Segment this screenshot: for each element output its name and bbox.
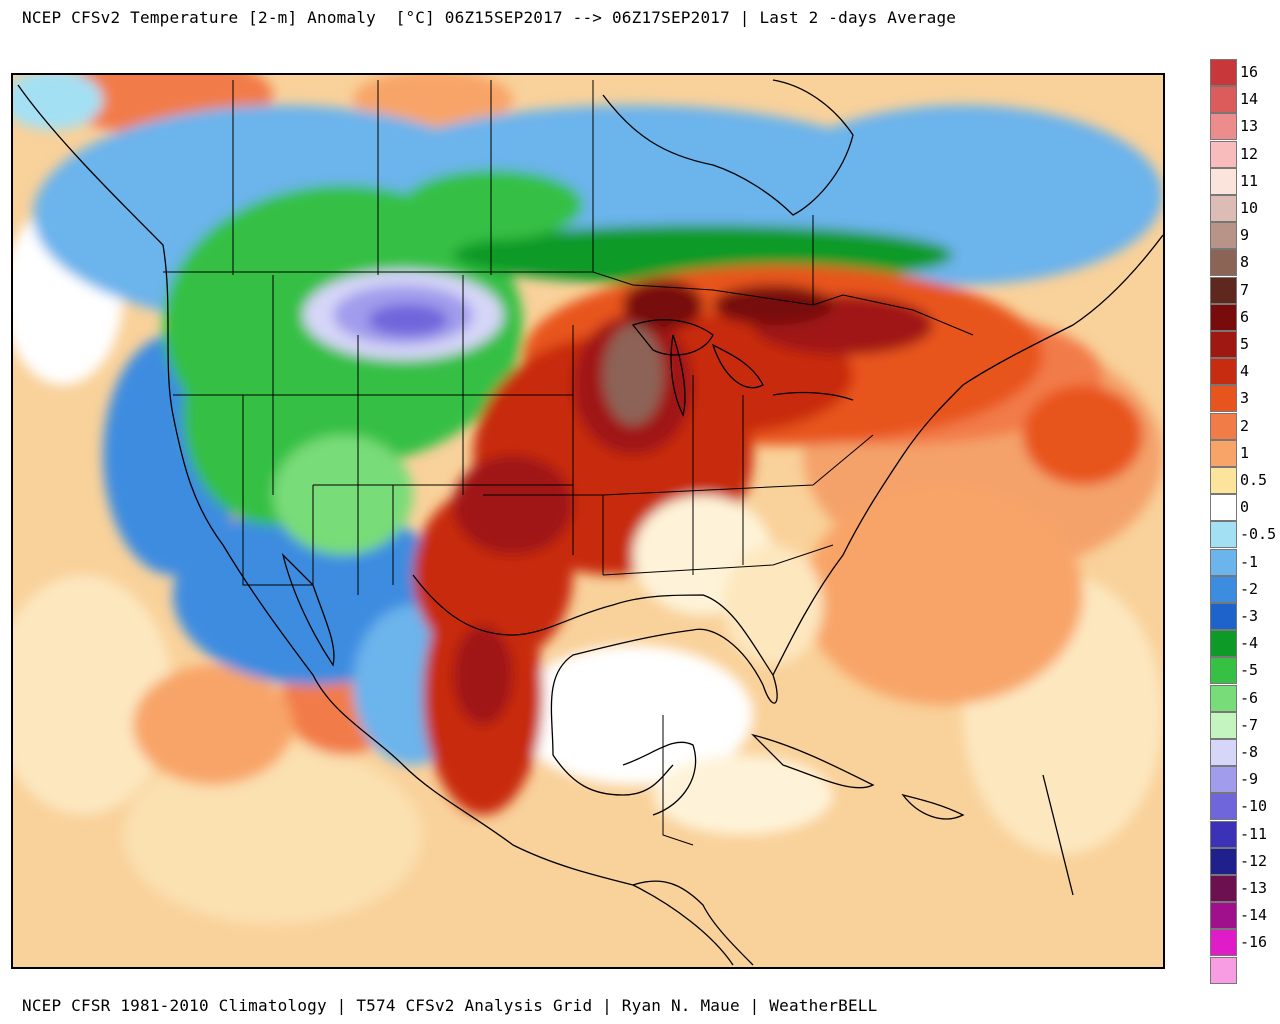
legend-swatch <box>1210 59 1237 86</box>
legend-label: -11 <box>1240 825 1268 843</box>
legend-label: -2 <box>1240 580 1259 598</box>
legend-label: -6 <box>1240 689 1259 707</box>
legend-label: -1 <box>1240 553 1259 571</box>
legend-label: -5 <box>1240 661 1259 679</box>
political-borders <box>163 80 974 846</box>
legend-label: -14 <box>1240 906 1268 924</box>
legend-label: -8 <box>1240 743 1259 761</box>
legend-label: 12 <box>1240 145 1259 163</box>
legend-swatch <box>1210 603 1237 630</box>
legend-swatch <box>1210 657 1237 684</box>
legend-label: -12 <box>1240 852 1268 870</box>
legend-label: -16 <box>1240 933 1268 951</box>
legend-swatch <box>1210 630 1237 657</box>
legend-swatch <box>1210 739 1237 766</box>
legend-swatch <box>1210 331 1237 358</box>
legend-swatch <box>1210 277 1237 304</box>
legend-label: 8 <box>1240 253 1250 271</box>
legend-swatch <box>1210 957 1237 984</box>
legend-label: -4 <box>1240 634 1259 652</box>
legend-swatch <box>1210 358 1237 385</box>
legend-label: 7 <box>1240 281 1250 299</box>
legend-swatch <box>1210 304 1237 331</box>
legend-label: 13 <box>1240 117 1259 135</box>
legend-label: -3 <box>1240 607 1259 625</box>
legend-swatch <box>1210 821 1237 848</box>
legend-swatch <box>1210 385 1237 412</box>
legend-label: -0.5 <box>1240 525 1277 543</box>
color-scale-legend: 16 14 13 12 11 10 9 8 7 6 5 4 3 2 1 0.5 0 -0.5 -1 -2 -3 -4 -5 -… <box>1210 59 1280 984</box>
legend-swatch <box>1210 576 1237 603</box>
legend-swatch <box>1210 494 1237 521</box>
legend-swatch <box>1210 929 1237 956</box>
map-title: NCEP CFSv2 Temperature [2-m] Anomaly [°C… <box>22 8 957 27</box>
anomaly-map-canvas <box>13 75 1163 967</box>
legend-swatch <box>1210 168 1237 195</box>
legend-label: 3 <box>1240 389 1250 407</box>
legend-label: -9 <box>1240 770 1259 788</box>
legend-label: 6 <box>1240 308 1250 326</box>
legend-swatch <box>1210 875 1237 902</box>
legend-swatch <box>1210 195 1237 222</box>
legend-label: 10 <box>1240 199 1259 217</box>
legend-label: 4 <box>1240 362 1250 380</box>
legend-swatch <box>1210 467 1237 494</box>
legend-swatch <box>1210 222 1237 249</box>
legend-swatch <box>1210 86 1237 113</box>
legend-swatch <box>1210 712 1237 739</box>
legend-swatch <box>1210 521 1237 548</box>
legend-swatch <box>1210 113 1237 140</box>
legend-label: -13 <box>1240 879 1268 897</box>
legend-label: 1 <box>1240 444 1250 462</box>
legend-swatch <box>1210 685 1237 712</box>
legend-label: 0 <box>1240 498 1250 516</box>
legend-label: 16 <box>1240 63 1259 81</box>
legend-label: 14 <box>1240 90 1259 108</box>
legend-label: 9 <box>1240 226 1250 244</box>
legend-swatch <box>1210 413 1237 440</box>
legend-swatch <box>1210 766 1237 793</box>
legend-swatch <box>1210 549 1237 576</box>
legend-label: 5 <box>1240 335 1250 353</box>
legend-swatch <box>1210 141 1237 168</box>
legend-swatch <box>1210 902 1237 929</box>
coastlines <box>17 79 1163 966</box>
legend-swatch <box>1210 793 1237 820</box>
legend-swatch <box>1210 440 1237 467</box>
legend-label: 0.5 <box>1240 471 1268 489</box>
map-footer-credits: NCEP CFSR 1981-2010 Climatology | T574 C… <box>22 996 878 1015</box>
temperature-anomaly-map <box>11 73 1165 969</box>
legend-label: -10 <box>1240 797 1268 815</box>
legend-label: 2 <box>1240 417 1250 435</box>
legend-label: 11 <box>1240 172 1259 190</box>
legend-swatch <box>1210 249 1237 276</box>
legend-swatch <box>1210 848 1237 875</box>
legend-label: -7 <box>1240 716 1259 734</box>
